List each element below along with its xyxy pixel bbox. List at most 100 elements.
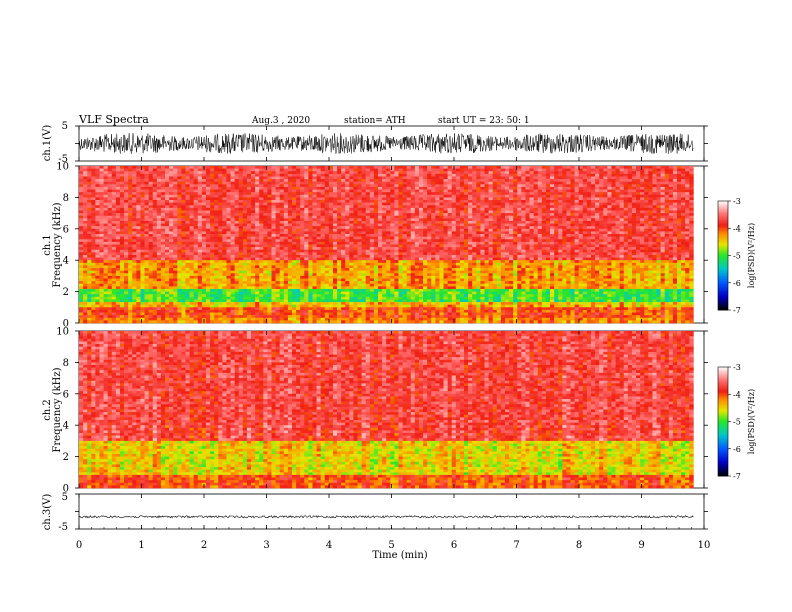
ch1-spectrogram-cell — [119, 210, 125, 214]
ch1-spectrogram-cell — [246, 226, 252, 230]
ch1-spectrogram-cell — [509, 218, 514, 222]
ch1-spectrogram-cell — [664, 200, 670, 203]
ch1-spectrogram-cell — [480, 207, 485, 211]
ch1-spectrogram-cell — [562, 213, 567, 217]
ch1-spectrogram-cell — [369, 181, 375, 185]
ch1-spectrogram-cell — [87, 184, 92, 188]
ch1-spectrogram-cell — [521, 176, 526, 180]
ch1-spectrogram-cell — [144, 210, 149, 214]
ch1-spectrogram-cell — [472, 249, 477, 253]
ch1-spectrogram-cell — [545, 215, 551, 219]
ch1-spectrogram-cell — [640, 220, 645, 224]
ch1-spectrogram-cell — [287, 186, 293, 190]
ch1-spectrogram-cell — [242, 226, 248, 230]
ch1-spectrogram-cell — [382, 192, 387, 196]
ch1-spectrogram-cell — [492, 202, 498, 206]
ch1-spectrogram-cell — [681, 168, 686, 172]
ch1-spectrogram-cell — [525, 171, 530, 175]
ch1-spectrogram-cell — [464, 226, 469, 230]
ch1-spectrogram-cell — [390, 197, 395, 201]
ch1-spectrogram-cell — [341, 202, 346, 206]
ch1-spectrogram-cell — [345, 186, 350, 190]
ch1-spectrogram-cell — [79, 239, 84, 243]
ch1-spectrogram-cell — [238, 228, 244, 232]
ch1-spectrogram-cell — [87, 202, 92, 206]
ch1-spectrogram-cell — [119, 181, 125, 185]
ch1-spectrogram-cell — [361, 171, 367, 175]
ch1-spectrogram-cell — [586, 205, 592, 209]
ch1-spectrogram-cell — [414, 200, 420, 203]
ch1-spectrogram-cell — [246, 189, 252, 193]
ch1-spectrogram-cell — [390, 247, 395, 251]
ch1-spectrogram-cell — [287, 166, 293, 169]
ch1-spectrogram-cell — [480, 247, 485, 251]
ch1-spectrogram-cell — [201, 192, 207, 196]
ch1-spectrogram-cell — [341, 197, 346, 201]
ch1-spectrogram-cell — [431, 228, 436, 232]
ch1-spectrogram-cell — [160, 249, 166, 253]
ch1-spectrogram-cell — [185, 215, 190, 219]
ch1-spectrogram-cell — [181, 186, 186, 190]
ch1-spectrogram-cell — [144, 252, 149, 256]
ch1-spectrogram-cell — [517, 171, 522, 175]
ch1-spectrogram-cell — [173, 226, 178, 230]
ch1-spectrogram-cell — [320, 205, 326, 209]
ch1-spectrogram-cell — [521, 184, 526, 188]
ch1-spectrogram-cell — [672, 249, 678, 253]
ch1-spectrogram-cell — [427, 234, 432, 237]
ch1-spectrogram-cell — [263, 228, 268, 232]
ch1-spectrogram-cell — [214, 223, 219, 227]
ch1-spectrogram-cell — [623, 223, 629, 227]
ch1-spectrogram-cell — [537, 236, 543, 240]
ch1-spectrogram-cell — [378, 228, 383, 232]
ch1-spectrogram-cell — [431, 218, 436, 222]
ch1-spectrogram-cell — [119, 192, 125, 196]
ch1-spectrogram-cell — [414, 192, 420, 196]
ch1-spectrogram-cell — [152, 181, 158, 185]
ch1-spectrogram-cell — [410, 218, 416, 222]
ch1-spectrogram-cell — [402, 179, 407, 182]
ch1-spectrogram-cell — [79, 226, 84, 230]
ch1-spectrogram-cell — [373, 179, 379, 182]
ch1-spectrogram-cell — [410, 220, 416, 224]
ch1-spectrogram-cell — [423, 247, 428, 251]
ch1-spectrogram-cell — [341, 200, 346, 203]
ch1-spectrogram-cell — [586, 176, 592, 180]
ch1-spectrogram-cell — [140, 168, 145, 172]
ch1-spectrogram-cell — [480, 176, 485, 180]
ch1-spectrogram-cell — [595, 192, 600, 196]
ch1-spectrogram-cell — [566, 231, 571, 235]
ch1-spectrogram-cell — [529, 194, 534, 198]
ch1-spectrogram-cell — [492, 173, 498, 177]
ch1-spectrogram-cell — [562, 220, 567, 224]
ch1-spectrogram-cell — [640, 249, 645, 253]
ch1-spectrogram-cell — [615, 241, 620, 245]
ch1-spectrogram-cell — [197, 228, 203, 232]
ch1-spectrogram-cell — [599, 247, 604, 251]
ch1-spectrogram-cell — [189, 194, 194, 198]
ch1-spectrogram-cell — [169, 166, 174, 169]
ch1-spectrogram-cell — [103, 173, 108, 177]
ch1-spectrogram-cell — [390, 184, 395, 188]
ch1-spectrogram-cell — [599, 181, 604, 185]
ch1-spectrogram-cell — [83, 215, 88, 219]
ch1-spectrogram-cell — [509, 236, 514, 240]
ch1-spectrogram-cell — [226, 220, 231, 224]
ch1-spectrogram-cell — [672, 171, 678, 175]
ch1-spectrogram-cell — [369, 228, 375, 232]
ch1-spectrogram-cell — [685, 213, 690, 217]
ch1-spectrogram-cell — [685, 220, 690, 224]
ch1-spectrogram-cell — [320, 173, 326, 177]
ch1-spectrogram-cell — [533, 226, 539, 230]
ch1-spectrogram-cell — [672, 231, 678, 235]
date-label: Aug.3 , 2020 — [251, 116, 310, 126]
ch1-spectrogram-cell — [398, 181, 403, 185]
ch1-spectrogram-cell — [558, 194, 563, 198]
ch1-spectrogram-cell — [418, 234, 424, 237]
ch1-spectrogram-cell — [296, 194, 301, 198]
ch1-spectrogram-cell — [664, 223, 670, 227]
ch1-spectrogram-cell — [328, 205, 334, 209]
ch1-spectrogram-cell — [316, 189, 321, 193]
ch1-spectrogram-cell — [83, 231, 88, 235]
ch1-spectrogram-cell — [414, 181, 420, 185]
